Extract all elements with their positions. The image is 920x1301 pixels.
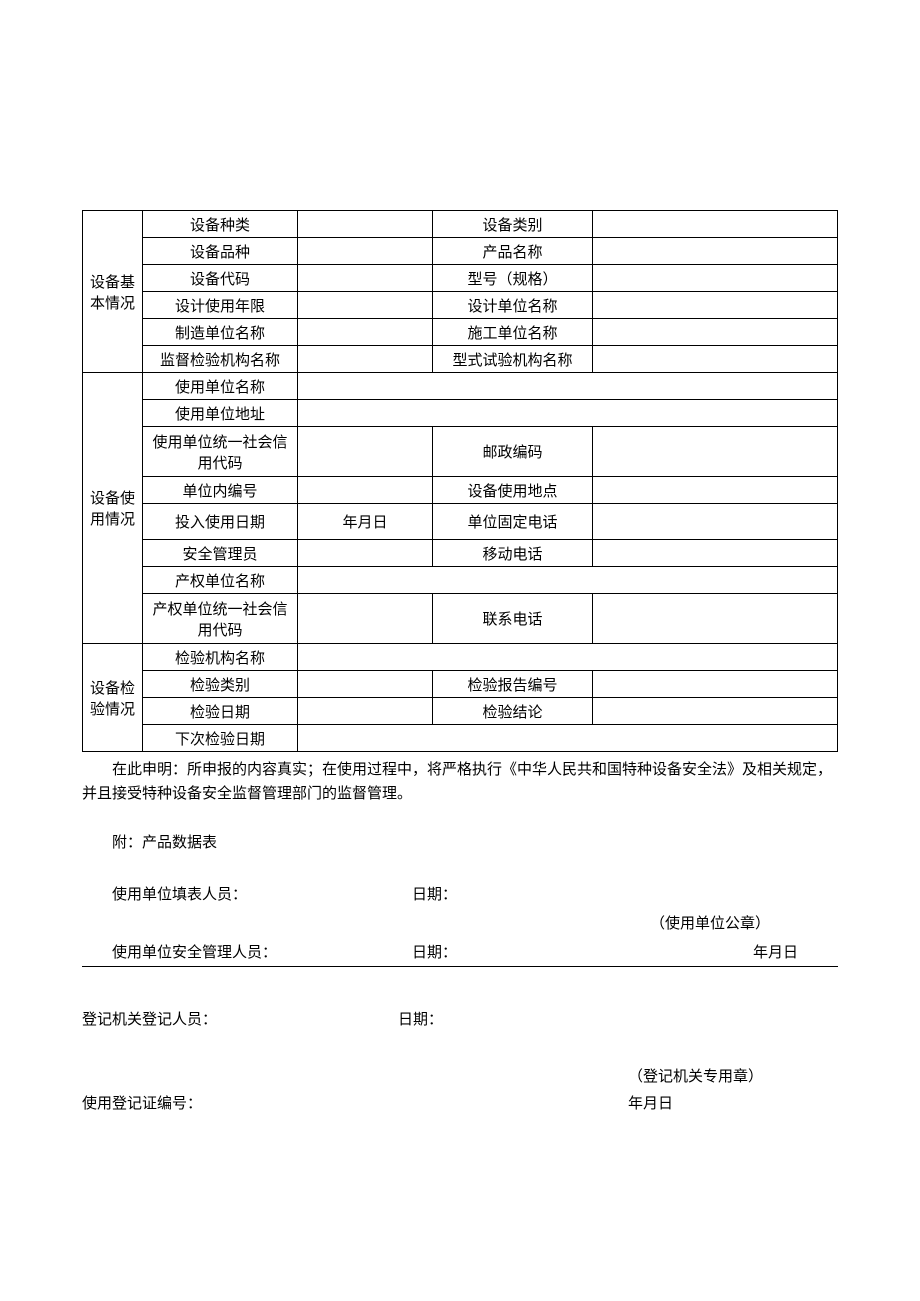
lbl-design-unit: 设计单位名称 — [433, 292, 593, 319]
lbl-conclusion: 检验结论 — [433, 698, 593, 725]
val-device-variety — [298, 238, 433, 265]
lbl-report-no: 检验报告编号 — [433, 671, 593, 698]
safety-date-label: 日期： — [412, 941, 582, 962]
reg-ymd-text: 年月日 — [568, 1092, 838, 1113]
lbl-product-name: 产品名称 — [433, 238, 593, 265]
lbl-fixed-phone: 单位固定电话 — [433, 504, 593, 540]
lbl-device-type-kind: 设备种类 — [143, 211, 298, 238]
val-product-name — [593, 238, 838, 265]
lbl-device-code: 设备代码 — [143, 265, 298, 292]
val-supervise-org — [298, 346, 433, 373]
lbl-mfg-unit: 制造单位名称 — [143, 319, 298, 346]
lbl-put-use-date: 投入使用日期 — [143, 504, 298, 540]
val-put-use-date: 年月日 — [298, 504, 433, 540]
lbl-internal-no: 单位内编号 — [143, 477, 298, 504]
lbl-design-life: 设计使用年限 — [143, 292, 298, 319]
lbl-owner-unit: 产权单位名称 — [143, 567, 298, 594]
val-device-category — [593, 211, 838, 238]
lbl-user-social-code: 使用单位统一社会信用代码 — [143, 427, 298, 477]
val-inspect-org — [298, 644, 838, 671]
filler-date-label: 日期： — [412, 883, 582, 904]
lbl-device-category: 设备类别 — [433, 211, 593, 238]
lbl-next-date: 下次检验日期 — [143, 725, 298, 752]
lbl-postcode: 邮政编码 — [433, 427, 593, 477]
reg-seal-text: （登记机关专用章） — [568, 1065, 838, 1086]
lbl-contact-phone: 联系电话 — [433, 594, 593, 644]
val-inspect-type — [298, 671, 433, 698]
registrar-label: 登记机关登记人员： — [82, 1008, 398, 1029]
val-conclusion — [593, 698, 838, 725]
val-user-unit-name — [298, 373, 838, 400]
val-owner-social-code — [298, 594, 433, 644]
lbl-user-unit-addr: 使用单位地址 — [143, 400, 298, 427]
lbl-model: 型号（规格） — [433, 265, 593, 292]
val-design-life — [298, 292, 433, 319]
lbl-mobile: 移动电话 — [433, 540, 593, 567]
val-user-unit-addr — [298, 400, 838, 427]
lbl-user-unit-name: 使用单位名称 — [143, 373, 298, 400]
attachment-text: 附：产品数据表 — [82, 831, 838, 852]
lbl-supervise-org: 监督检验机构名称 — [143, 346, 298, 373]
val-design-unit — [593, 292, 838, 319]
lbl-inspect-type: 检验类别 — [143, 671, 298, 698]
val-safety-admin — [298, 540, 433, 567]
val-model — [593, 265, 838, 292]
val-mobile — [593, 540, 838, 567]
signature-block: 使用单位填表人员： 日期： （使用单位公章） 使用单位安全管理人员： 日期： 年… — [82, 877, 838, 967]
val-inspect-date — [298, 698, 433, 725]
val-owner-unit — [298, 567, 838, 594]
registration-block: 登记机关登记人员： 日期： （登记机关专用章） 使用登记证编号： 年月日 — [82, 1002, 838, 1119]
section-inspect: 设备检验情况 — [83, 644, 143, 752]
user-seal-text: （使用单位公章） — [582, 912, 838, 933]
val-internal-no — [298, 477, 433, 504]
filler-label: 使用单位填表人员： — [112, 883, 412, 904]
reg-no-label: 使用登记证编号： — [82, 1092, 398, 1113]
val-device-code — [298, 265, 433, 292]
val-contact-phone — [593, 594, 838, 644]
val-use-location — [593, 477, 838, 504]
lbl-inspect-date: 检验日期 — [143, 698, 298, 725]
ymd-text: 年月日 — [582, 941, 838, 962]
section-usage: 设备使用情况 — [83, 373, 143, 644]
form-table: 设备基本情况 设备种类 设备类别 设备品种 产品名称 设备代码 型号（规格） 设… — [82, 210, 838, 752]
lbl-device-variety: 设备品种 — [143, 238, 298, 265]
lbl-construction-unit: 施工单位名称 — [433, 319, 593, 346]
val-device-type-kind — [298, 211, 433, 238]
lbl-type-test-org: 型式试验机构名称 — [433, 346, 593, 373]
val-report-no — [593, 671, 838, 698]
lbl-owner-social-code: 产权单位统一社会信用代码 — [143, 594, 298, 644]
section-basic: 设备基本情况 — [83, 211, 143, 373]
val-user-social-code — [298, 427, 433, 477]
safety-person-label: 使用单位安全管理人员： — [112, 941, 412, 962]
val-postcode — [593, 427, 838, 477]
val-construction-unit — [593, 319, 838, 346]
lbl-safety-admin: 安全管理员 — [143, 540, 298, 567]
val-mfg-unit — [298, 319, 433, 346]
val-fixed-phone — [593, 504, 838, 540]
lbl-use-location: 设备使用地点 — [433, 477, 593, 504]
lbl-inspect-org: 检验机构名称 — [143, 644, 298, 671]
registrar-date-label: 日期： — [398, 1008, 568, 1029]
val-next-date — [298, 725, 838, 752]
val-type-test-org — [593, 346, 838, 373]
declaration-text: 在此申明：所申报的内容真实；在使用过程中，将严格执行《中华人民共和国特种设备安全… — [82, 758, 838, 806]
